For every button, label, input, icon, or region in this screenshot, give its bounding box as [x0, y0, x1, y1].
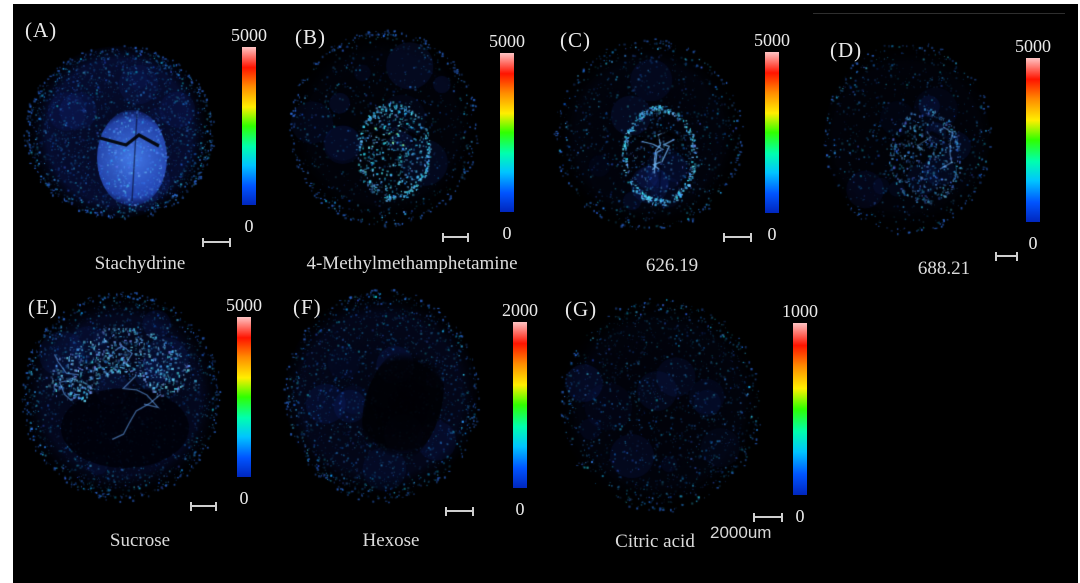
panel-letter-D: (D)	[830, 38, 863, 62]
panel-letter-C: (C)	[560, 28, 591, 52]
scale-bar	[202, 238, 231, 247]
scale-bar	[723, 233, 752, 242]
scale-bar	[753, 513, 783, 522]
colorbar-min-value: 0	[502, 223, 512, 243]
colorbar-min-value: 0	[795, 506, 805, 526]
panel-title: 688.21	[917, 258, 971, 279]
colorbar-max-value: 5000	[1015, 36, 1051, 56]
panel-letter-F: (F)	[293, 295, 322, 319]
scale-bar	[995, 252, 1018, 261]
scale-bar	[445, 507, 474, 516]
panel-title: Citric acid	[615, 531, 695, 552]
colorbar	[1026, 58, 1040, 222]
colorbar-max-value: 1000	[782, 301, 818, 321]
colorbar-min-value: 0	[1028, 233, 1038, 253]
scale-bar	[190, 502, 217, 511]
colorbar-max-value: 5000	[754, 30, 790, 50]
panel-letter-A: (A)	[25, 18, 58, 42]
panel-title: 4-Methylmethamphetamine	[306, 253, 518, 274]
colorbar-min-value: 0	[239, 488, 249, 508]
colorbar-max-value: 2000	[502, 300, 538, 320]
seed-section-images-canvas	[13, 4, 1078, 583]
colorbar	[765, 52, 779, 213]
image-tile-edge	[813, 13, 1065, 14]
panel-title: 626.19	[645, 255, 699, 276]
scale-bar	[442, 233, 469, 242]
scale-bar-length-label: 2000um	[710, 523, 772, 542]
panel-letter-G: (G)	[565, 297, 598, 321]
colorbar-min-value: 0	[767, 224, 777, 244]
colorbar-min-value: 0	[244, 216, 254, 236]
colorbar	[237, 317, 251, 477]
panel-title: Sucrose	[109, 530, 171, 551]
panel-title: Stachydrine	[94, 253, 186, 274]
colorbar-max-value: 5000	[231, 25, 267, 45]
colorbar-min-value: 0	[515, 499, 525, 519]
colorbar	[500, 53, 514, 212]
msi-figure: (A) 5000 0 Stachydrine (B) 5000 0 4-Methylmetha…	[13, 4, 1078, 583]
panel-letter-E: (E)	[28, 295, 58, 319]
colorbar	[793, 323, 807, 495]
colorbar-max-value: 5000	[226, 295, 262, 315]
colorbar	[242, 47, 256, 205]
panel-letter-B: (B)	[295, 25, 326, 49]
panel-title: Hexose	[362, 530, 420, 551]
colorbar-max-value: 5000	[489, 31, 525, 51]
colorbar	[513, 322, 527, 488]
